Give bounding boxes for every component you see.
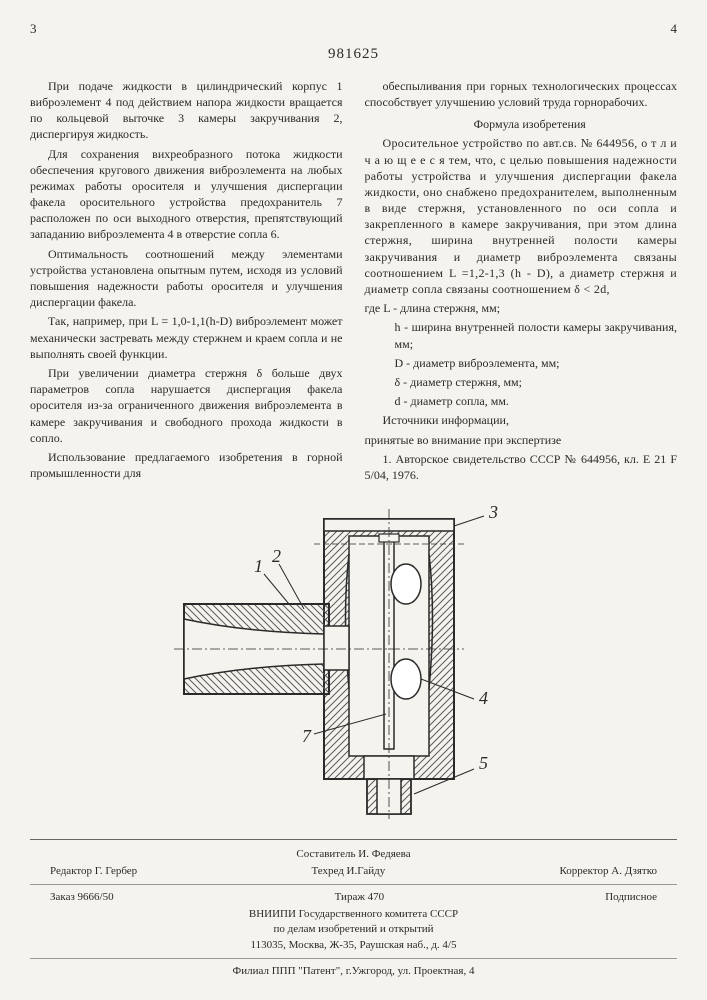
page-right: 4: [671, 20, 678, 38]
figure-svg: 2 1 3 4 5 7: [154, 504, 554, 819]
corrector: Корректор А. Дзятко: [559, 864, 657, 879]
var-D: D - диаметр виброэлемента, мм;: [395, 355, 678, 371]
compiler: Составитель И. Федяева: [30, 847, 677, 862]
sources-line: принятые во внимание при экспертизе: [365, 432, 678, 448]
page-left: 3: [30, 20, 37, 38]
left-column: При подаче жидкости в цилиндрический кор…: [30, 78, 343, 486]
org1: ВНИИПИ Государственного комитета СССР: [30, 907, 677, 922]
para: Так, например, при L = 1,0-1,1(h-D) вибр…: [30, 313, 343, 362]
right-column: обеспыливания при горных технологических…: [365, 78, 678, 486]
subscription: Подписное: [605, 890, 657, 905]
para: Оптимальность соотношений между элемента…: [30, 246, 343, 311]
para: Оросительное устройство по авт.св. № 644…: [365, 135, 678, 297]
techred: Техред И.Гайду: [311, 864, 385, 879]
footer: Составитель И. Федяева Редактор Г. Гербе…: [30, 839, 677, 979]
tirage: Тираж 470: [335, 890, 385, 905]
technical-figure: 2 1 3 4 5 7: [154, 504, 554, 819]
order: Заказ 9666/50: [50, 890, 114, 905]
label-1: 1: [254, 556, 263, 576]
para: обеспыливания при горных технологических…: [365, 78, 678, 110]
label-5: 5: [479, 753, 488, 773]
var-d: d - диаметр сопла, мм.: [395, 393, 678, 409]
label-4: 4: [479, 688, 488, 708]
para: При увеличении диаметра стержня δ больше…: [30, 365, 343, 446]
formula-title: Формула изобретения: [365, 116, 678, 132]
sources-title: Источники информации,: [365, 412, 678, 428]
filial: Филиал ППП "Патент", г.Ужгород, ул. Прое…: [30, 964, 677, 979]
var-delta: δ - диаметр стержня, мм;: [395, 374, 678, 390]
address1: 113035, Москва, Ж-35, Раушская наб., д. …: [30, 938, 677, 953]
source-1: 1. Авторское свидетельство СССР № 644956…: [365, 451, 678, 483]
var-h: h - ширина внутренней полости камеры зак…: [395, 319, 678, 351]
para: Использование предлагаемого изобретения …: [30, 449, 343, 481]
label-7: 7: [302, 726, 312, 746]
para: При подаче жидкости в цилиндрический кор…: [30, 78, 343, 143]
para: Для сохранения вихреобразного потока жид…: [30, 146, 343, 243]
org2: по делам изобретений и открытий: [30, 922, 677, 937]
where-label: где L - длина стержня, мм;: [365, 300, 678, 316]
editor: Редактор Г. Гербер: [50, 864, 137, 879]
document-number: 981625: [30, 44, 677, 64]
label-3: 3: [488, 504, 498, 522]
label-2: 2: [272, 546, 281, 566]
